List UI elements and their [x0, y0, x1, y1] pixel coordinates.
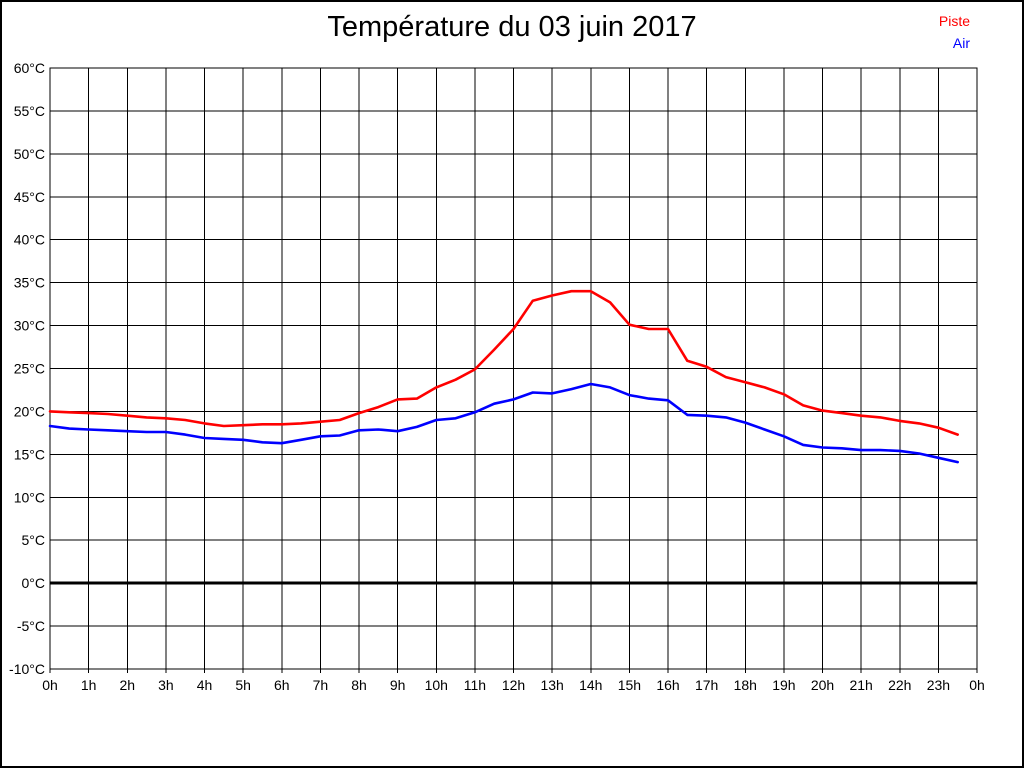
- x-tick-label: 3h: [158, 677, 174, 693]
- y-tick-label: 0°C: [22, 575, 46, 591]
- x-tick-label: 1h: [81, 677, 97, 693]
- x-tick-label: 2h: [119, 677, 135, 693]
- series-line-air: [48, 382, 960, 464]
- x-tick-label: 22h: [888, 677, 911, 693]
- y-tick-label: 45°C: [14, 189, 45, 205]
- y-tick-label: 25°C: [14, 361, 45, 377]
- y-tick-label: 50°C: [14, 146, 45, 162]
- x-tick-label: 21h: [849, 677, 872, 693]
- x-tick-label: 8h: [351, 677, 367, 693]
- x-tick-label: 17h: [695, 677, 718, 693]
- series-line-piste: [48, 289, 960, 436]
- y-tick-label: 55°C: [14, 103, 45, 119]
- legend-item-piste: Piste: [938, 13, 970, 29]
- x-tick-label: 18h: [734, 677, 757, 693]
- legend-item-air: Air: [952, 35, 970, 51]
- x-tick-label: 15h: [618, 677, 641, 693]
- x-tick-label: 11h: [464, 677, 486, 693]
- x-tick-label: 0h: [42, 677, 58, 693]
- y-tick-label: 40°C: [14, 232, 45, 248]
- y-tick-label: 20°C: [14, 403, 45, 419]
- y-tick-label: 60°C: [14, 60, 45, 76]
- x-tick-label: 4h: [197, 677, 213, 693]
- x-tick-label: 14h: [579, 677, 602, 693]
- x-tick-label: 6h: [274, 677, 290, 693]
- x-tick-label: 13h: [540, 677, 563, 693]
- x-tick-label: 23h: [927, 677, 950, 693]
- y-tick-label: -5°C: [17, 618, 45, 634]
- x-tick-label: 7h: [313, 677, 329, 693]
- x-tick-label: 20h: [811, 677, 834, 693]
- x-tick-label: 10h: [425, 677, 448, 693]
- y-tick-label: -10°C: [9, 661, 45, 677]
- y-tick-label: 35°C: [14, 275, 45, 291]
- y-tick-label: 5°C: [22, 532, 46, 548]
- x-tick-label: 0h: [969, 677, 985, 693]
- y-tick-label: 10°C: [14, 489, 45, 505]
- legend: Piste Air: [939, 10, 970, 54]
- x-tick-label: 5h: [235, 677, 251, 693]
- x-tick-label: 16h: [656, 677, 679, 693]
- x-tick-label: 12h: [502, 677, 525, 693]
- chart-title: Température du 03 juin 2017: [327, 11, 697, 43]
- plot-frame: [49, 67, 978, 670]
- y-tick-label: 15°C: [14, 446, 45, 462]
- x-tick-label: 9h: [390, 677, 406, 693]
- x-tick-label: 19h: [772, 677, 795, 693]
- y-tick-label: 30°C: [14, 318, 45, 334]
